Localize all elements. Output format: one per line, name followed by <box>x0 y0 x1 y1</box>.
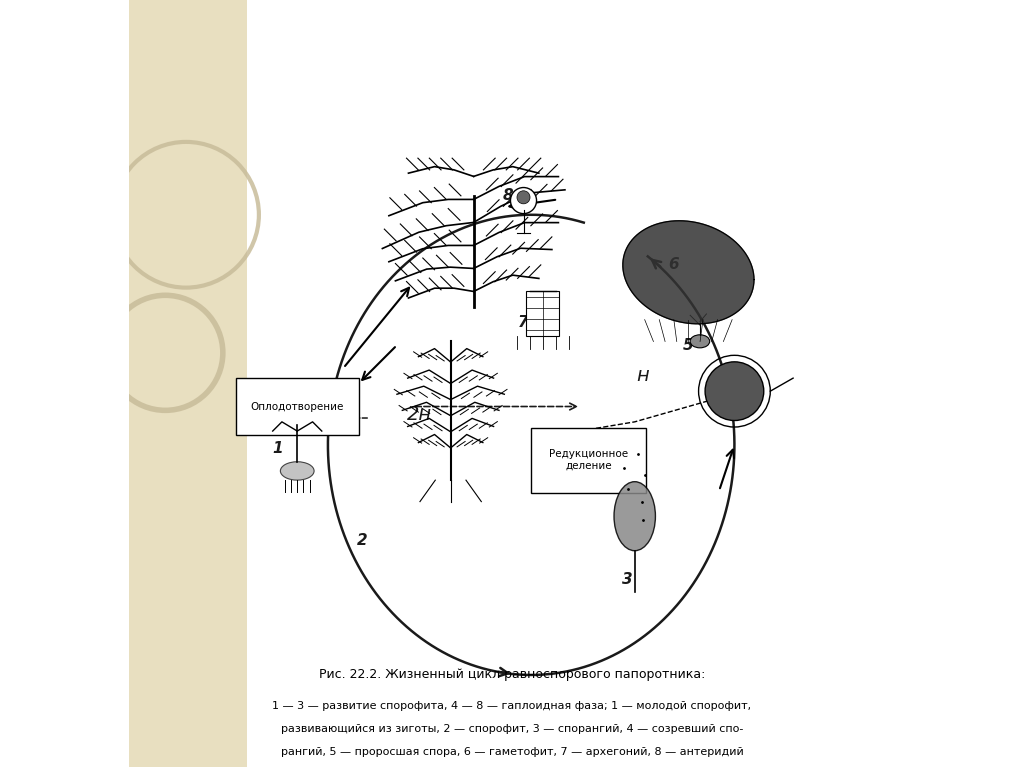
Circle shape <box>706 362 764 420</box>
Circle shape <box>517 191 530 204</box>
Polygon shape <box>623 221 754 324</box>
Text: 2н: 2н <box>408 405 432 423</box>
Ellipse shape <box>690 334 710 347</box>
Text: 2: 2 <box>357 533 368 548</box>
Text: 1 — 3 — развитие спорофита, 4 — 8 — гаплоидная фаза; 1 — молодой спорофит,: 1 — 3 — развитие спорофита, 4 — 8 — гапл… <box>272 700 752 711</box>
Text: Рис. 22.2. Жизненный цикл равноспорового папоротника:: Рис. 22.2. Жизненный цикл равноспорового… <box>318 669 706 681</box>
Text: Оплодотворение: Оплодотворение <box>251 401 344 412</box>
Text: н: н <box>636 367 649 385</box>
Bar <box>526 291 559 336</box>
Ellipse shape <box>281 462 314 480</box>
Text: 3: 3 <box>622 571 633 587</box>
Text: 5: 5 <box>683 337 693 353</box>
FancyBboxPatch shape <box>531 427 646 492</box>
Text: Редукционное
деление: Редукционное деление <box>549 449 629 471</box>
Text: 8: 8 <box>503 188 513 203</box>
Bar <box>128 0 248 767</box>
Text: рангий, 5 — проросшая спора, 6 — гаметофит, 7 — архегоний, 8 — антеридий: рангий, 5 — проросшая спора, 6 — гаметоф… <box>281 746 743 757</box>
Text: 1: 1 <box>272 441 284 456</box>
Ellipse shape <box>511 188 537 214</box>
FancyBboxPatch shape <box>236 378 358 436</box>
Text: 7: 7 <box>518 314 528 330</box>
Text: 6: 6 <box>668 257 678 272</box>
Text: развивающийся из зиготы, 2 — спорофит, 3 — спорангий, 4 — созревший спо-: развивающийся из зиготы, 2 — спорофит, 3… <box>281 723 743 734</box>
Text: 4: 4 <box>714 395 724 410</box>
Ellipse shape <box>614 482 655 551</box>
